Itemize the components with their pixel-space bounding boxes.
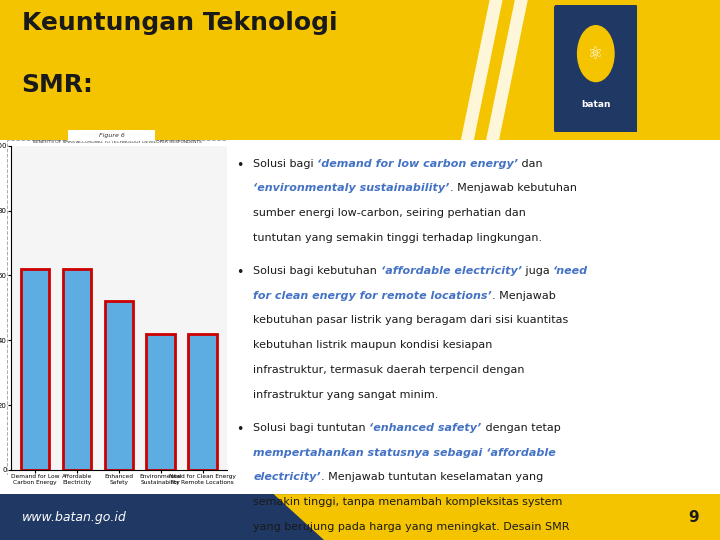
Text: infrastruktur, termasuk daerah terpencil dengan: infrastruktur, termasuk daerah terpencil… <box>253 365 525 375</box>
Text: semakin tinggi, tanpa menambah kompleksitas system: semakin tinggi, tanpa menambah kompleksi… <box>253 497 562 507</box>
Bar <box>324 494 720 540</box>
Text: ‘environmentaly sustainability’: ‘environmentaly sustainability’ <box>253 184 449 193</box>
Text: batan: batan <box>581 100 611 109</box>
Text: BENEFITS OF SMRS ACCORDING TO TECHNOLOGY DEVELOPER RESPONDENTS: BENEFITS OF SMRS ACCORDING TO TECHNOLOGY… <box>32 140 202 144</box>
Polygon shape <box>274 494 396 540</box>
Text: dengan tetap: dengan tetap <box>482 423 560 433</box>
Text: sumber energi low-carbon, seiring perhatian dan: sumber energi low-carbon, seiring perhat… <box>253 208 526 218</box>
Text: Solusi bagi: Solusi bagi <box>253 159 318 169</box>
Bar <box>104 301 133 470</box>
Text: •: • <box>236 159 244 172</box>
Text: Figure 6: Figure 6 <box>99 133 125 138</box>
Text: . Menjawab kebutuhan: . Menjawab kebutuhan <box>449 184 577 193</box>
Text: Keuntungan Teknologi: Keuntungan Teknologi <box>22 11 337 35</box>
Bar <box>146 334 175 470</box>
Text: ⚛: ⚛ <box>588 45 603 63</box>
Text: mempertahankan statusnya sebagai ‘affordable: mempertahankan statusnya sebagai ‘afford… <box>253 448 556 457</box>
Text: ‘enhanced safety’: ‘enhanced safety’ <box>369 423 482 433</box>
Text: 9: 9 <box>688 510 698 524</box>
FancyBboxPatch shape <box>554 4 638 133</box>
Text: dan: dan <box>518 159 543 169</box>
Text: www.batan.go.id: www.batan.go.id <box>22 510 126 524</box>
Text: for clean energy for remote locations’: for clean energy for remote locations’ <box>253 291 492 301</box>
Text: . Menjawab tuntutan keselamatan yang: . Menjawab tuntutan keselamatan yang <box>321 472 543 482</box>
Text: SMR:: SMR: <box>22 73 94 97</box>
Text: tuntutan yang semakin tinggi terhadap lingkungan.: tuntutan yang semakin tinggi terhadap li… <box>253 233 542 243</box>
Bar <box>189 334 217 470</box>
Text: juga: juga <box>521 266 553 276</box>
Text: infrastruktur yang sangat minim.: infrastruktur yang sangat minim. <box>253 389 438 400</box>
Text: . Menjawab: . Menjawab <box>492 291 556 301</box>
Circle shape <box>577 26 614 82</box>
Text: Solusi bagi tuntutan: Solusi bagi tuntutan <box>253 423 369 433</box>
Bar <box>21 269 49 470</box>
Bar <box>0 494 396 540</box>
Text: electricity’: electricity’ <box>253 472 321 482</box>
Polygon shape <box>486 0 528 140</box>
Bar <box>63 269 91 470</box>
Text: kebutuhan listrik maupun kondisi kesiapan: kebutuhan listrik maupun kondisi kesiapa… <box>253 340 492 350</box>
Text: yang berujung pada harga yang meningkat. Desain SMR: yang berujung pada harga yang meningkat.… <box>253 522 570 531</box>
Text: ‘affordable electricity’: ‘affordable electricity’ <box>381 266 521 276</box>
Text: kebutuhan pasar listrik yang beragam dari sisi kuantitas: kebutuhan pasar listrik yang beragam dar… <box>253 315 568 326</box>
Text: Solusi bagi kebutuhan: Solusi bagi kebutuhan <box>253 266 381 276</box>
Polygon shape <box>461 0 503 140</box>
Text: ‘demand for low carbon energy’: ‘demand for low carbon energy’ <box>318 159 518 169</box>
FancyBboxPatch shape <box>60 129 163 143</box>
Text: ‘need: ‘need <box>553 266 588 276</box>
Text: •: • <box>236 266 244 279</box>
Text: •: • <box>236 423 244 436</box>
